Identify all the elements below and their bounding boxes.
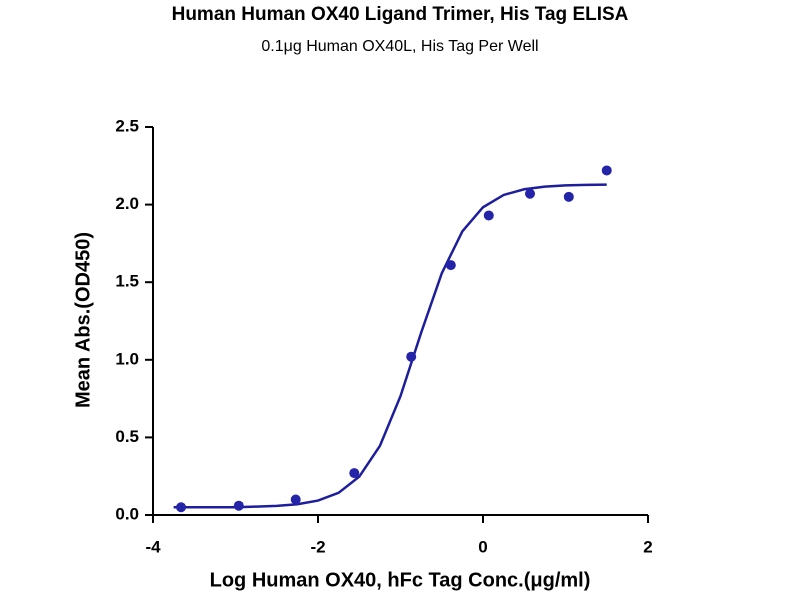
chart-title: Human Human OX40 Ligand Trimer, His Tag …	[172, 4, 629, 25]
y-tick-label: 0.5	[115, 427, 139, 446]
data-point	[406, 351, 417, 362]
fit-curve	[173, 183, 607, 509]
data-point	[445, 260, 456, 271]
data-point	[290, 494, 301, 505]
x-tick-label: -4	[145, 537, 161, 556]
data-point	[349, 468, 360, 479]
data-point	[483, 210, 494, 221]
data-point	[233, 500, 244, 511]
x-axis-label: Log Human OX40, hFc Tag Conc.(μg/ml)	[210, 569, 591, 591]
data-point	[601, 165, 612, 176]
y-tick-label: 1.0	[115, 349, 139, 368]
x-tick-label: -2	[310, 537, 325, 556]
y-tick-label: 0.0	[115, 504, 139, 523]
y-axis-label: Mean Abs.(OD450)	[72, 232, 94, 408]
chart-subtitle: 0.1μg Human OX40L, His Tag Per Well	[261, 38, 538, 55]
data-point	[176, 502, 187, 513]
y-tick-label: 1.5	[115, 272, 139, 291]
x-tick-label: 0	[478, 537, 487, 556]
y-tick-label: 2.0	[115, 194, 139, 213]
y-tick-label: 2.5	[115, 116, 139, 135]
data-point	[525, 188, 536, 199]
data-point	[563, 191, 574, 202]
x-tick-label: 2	[643, 537, 652, 556]
